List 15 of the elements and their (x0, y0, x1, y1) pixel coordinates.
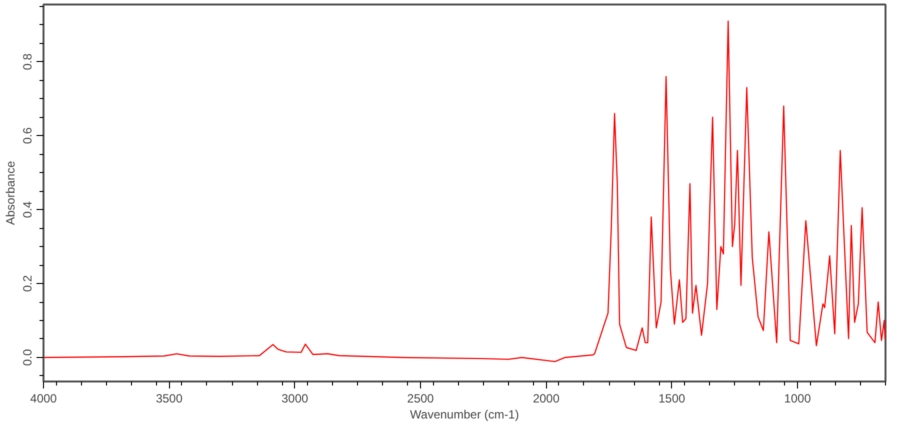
y-tick-label: 0.6 (20, 127, 34, 144)
y-tick-label: 0.8 (20, 53, 34, 70)
x-tick-label: 2000 (532, 392, 560, 406)
x-tick-label: 4000 (30, 392, 58, 406)
x-tick-label: 3500 (156, 392, 183, 406)
y-axis-title: Absorbance (4, 160, 18, 226)
x-axis-title: Wavenumber (cm-1) (410, 408, 519, 422)
y-tick-label: 0.2 (20, 274, 34, 292)
line-series (44, 20, 886, 362)
y-tick-label: 0.4 (20, 200, 34, 218)
x-tick-label: 3000 (281, 392, 309, 406)
x-tick-label: 2500 (407, 392, 434, 406)
x-tick-label: 1000 (784, 392, 812, 406)
x-tick-label: 1500 (658, 392, 686, 406)
y-tick-label: 0.0 (20, 348, 34, 366)
